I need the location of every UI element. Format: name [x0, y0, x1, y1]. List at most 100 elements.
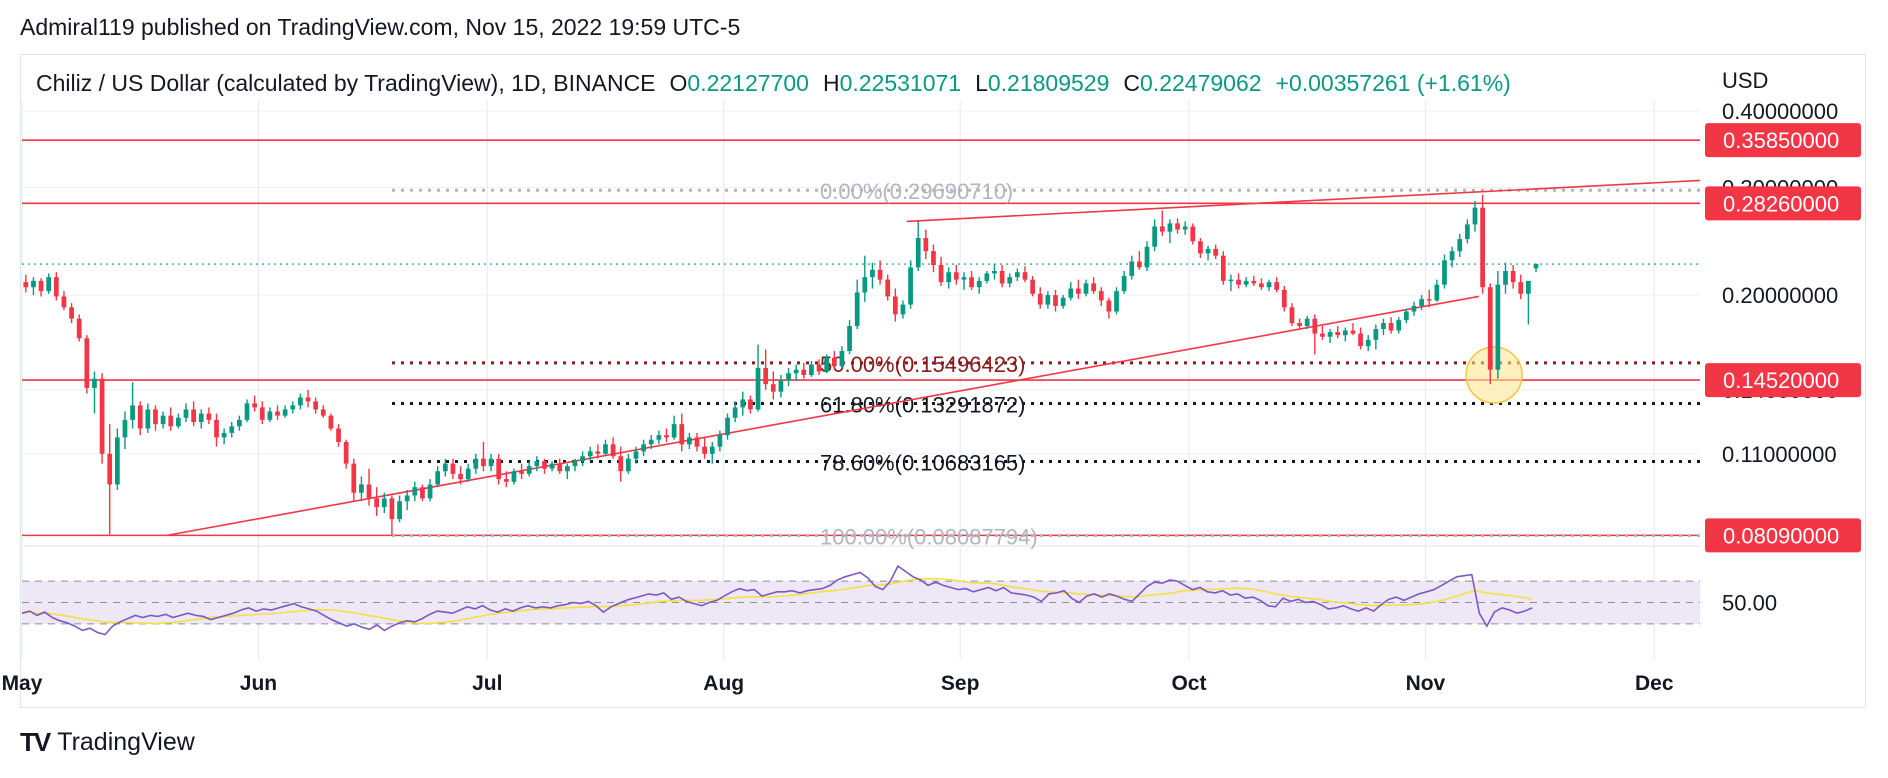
candle-body [1144, 246, 1150, 268]
candle-body [580, 456, 585, 462]
candle-body [61, 296, 67, 308]
price-level-badge [1705, 363, 1861, 398]
candle-body [130, 405, 135, 420]
price-tick-label: 0.11000000 [1722, 442, 1837, 467]
candle-body [870, 269, 875, 278]
candle-body [31, 280, 36, 288]
candle-body [603, 444, 608, 454]
candle-body [23, 282, 29, 288]
high-value: 0.22531071 [839, 70, 962, 96]
candle-body [1236, 279, 1241, 285]
candle-body [534, 461, 540, 467]
candle-body [1297, 323, 1302, 327]
candle-body [84, 338, 90, 388]
candle-body [923, 237, 929, 252]
candle-body [732, 407, 738, 418]
candle-body [221, 432, 227, 438]
candle-body [824, 357, 830, 372]
candle-body [1213, 248, 1219, 256]
candle-body [1228, 279, 1234, 282]
time-axis-label: Aug [703, 672, 744, 695]
fibonacci-label: 50.00%(0.15496423) [820, 352, 1026, 377]
low-value: 0.21809529 [987, 70, 1110, 96]
highlight-circle [1465, 346, 1523, 404]
candle-body [237, 419, 242, 427]
candle-body [1403, 311, 1409, 321]
candle-body [1007, 277, 1013, 284]
candle-body [359, 484, 364, 493]
candle-body [244, 403, 250, 420]
candle-body [1304, 318, 1310, 327]
candle-body [595, 451, 601, 454]
candle-body [778, 380, 784, 392]
candle-body [938, 265, 944, 283]
candle-body [1358, 333, 1363, 347]
candle-body [839, 351, 845, 367]
candle-body [1053, 295, 1058, 306]
candle-body [1182, 226, 1188, 230]
candle-body [1083, 283, 1089, 294]
candle-body [831, 357, 837, 367]
candle-body [1503, 271, 1508, 285]
candle-body [999, 271, 1005, 284]
candle-body [679, 424, 685, 445]
candle-body [1472, 207, 1478, 225]
candle-body [1121, 275, 1127, 292]
chart-frame [20, 54, 1866, 708]
candle-body [511, 471, 517, 482]
candle-body [114, 437, 120, 485]
candle-body [1312, 318, 1318, 334]
candle-body [709, 446, 715, 454]
rsi-line [21, 564, 1533, 636]
time-axis-label: May [2, 672, 43, 695]
change-value: +0.00357261 (+1.61%) [1275, 70, 1511, 96]
candle-body [1014, 272, 1020, 278]
currency-label: USD [1722, 68, 1769, 93]
candle-body [404, 495, 410, 502]
candle-body [427, 484, 433, 499]
candle-body [610, 444, 616, 457]
candle-body [755, 367, 761, 410]
candle-body [1259, 283, 1264, 288]
candle-body [900, 304, 906, 315]
candle-body [229, 426, 235, 433]
footer-brand: TradingView [57, 728, 195, 756]
trendline [906, 179, 1701, 223]
candle-body [1487, 287, 1493, 370]
candle-body [526, 466, 532, 474]
candle-body [671, 424, 677, 438]
symbol-name: Chiliz / US Dollar (calculated by Tradin… [36, 70, 656, 96]
candle-body [168, 415, 174, 427]
footer[interactable]: TV TradingView [20, 727, 195, 758]
candle-body [252, 403, 257, 408]
candle-body [374, 498, 380, 508]
candle-body [786, 373, 791, 381]
candle-body [953, 272, 959, 280]
candle-body [313, 401, 319, 410]
candle-body [99, 378, 105, 454]
fibonacci-label: 0.00%(0.29690710) [820, 179, 1013, 204]
candle-body [69, 307, 74, 319]
time-axis-label: Dec [1635, 672, 1674, 695]
candle-body [1442, 260, 1447, 285]
fibonacci-label: 100.00%(0.08087794) [820, 524, 1038, 549]
candle-body [1190, 226, 1196, 242]
candle-body [503, 479, 509, 482]
symbol-legend: Chiliz / US Dollar (calculated by Tradin… [36, 70, 1511, 97]
close-label: C [1123, 70, 1141, 96]
candle-body [381, 498, 387, 508]
price-tick-label: 0.20000000 [1722, 283, 1838, 308]
candle-body [290, 405, 296, 410]
candle-body [481, 458, 486, 467]
candle-body [564, 466, 570, 472]
candle-body [763, 367, 769, 385]
open-value: 0.22127700 [687, 70, 809, 96]
candle-body [1510, 271, 1516, 283]
low-label: L [975, 70, 988, 96]
candle-body [992, 271, 997, 274]
candle-body [397, 501, 402, 520]
candle-body [137, 405, 143, 429]
candle-body [908, 267, 913, 305]
candle-body [442, 463, 448, 472]
